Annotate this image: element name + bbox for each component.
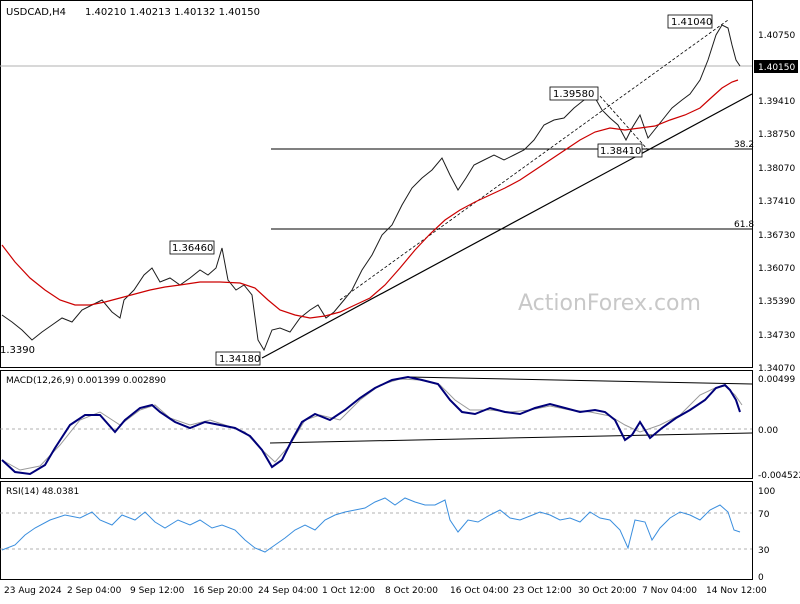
ann-13390: 1.3390 bbox=[0, 345, 35, 356]
ytick-137410: 1.37410 bbox=[758, 197, 795, 207]
macd-signal-line bbox=[1, 378, 743, 471]
xtick-9: 30 Oct 20:00 bbox=[578, 586, 637, 596]
ytick-134070: 1.34070 bbox=[758, 364, 795, 374]
ohlc-label: 1.40210 1.40213 1.40132 1.40150 bbox=[85, 7, 260, 18]
channel-dashed-upper bbox=[339, 19, 729, 301]
macd-ytick-bottom: -0.004522 bbox=[758, 471, 800, 481]
price-yaxis: 1.40750 1.39410 1.38750 1.38070 1.37410 … bbox=[758, 31, 795, 374]
ann-134180: 1.34180 bbox=[219, 354, 260, 365]
rsi-panel-frame bbox=[0, 481, 753, 580]
macd-upper-trendline bbox=[407, 376, 753, 385]
xtick-0: 23 Aug 2024 bbox=[4, 586, 62, 596]
ytick-135390: 1.35390 bbox=[758, 297, 795, 307]
fib-61-label: 61.8 bbox=[734, 220, 754, 230]
xtick-2: 9 Sep 12:00 bbox=[130, 586, 185, 596]
rsi-yaxis: 100 70 30 0 bbox=[758, 487, 775, 583]
ann-box-141040 bbox=[667, 14, 713, 29]
ann-box-136460 bbox=[169, 240, 215, 255]
rsi-ytick-30: 30 bbox=[758, 546, 770, 556]
xtick-3: 16 Sep 20:00 bbox=[193, 586, 253, 596]
fib-38-label: 38.2 bbox=[734, 140, 754, 150]
rsi-ytick-100: 100 bbox=[758, 487, 775, 497]
macd-panel-frame bbox=[0, 370, 753, 479]
ann-box-134180 bbox=[215, 351, 261, 366]
macd-title: MACD(12,26,9) 0.001399 0.002890 bbox=[6, 376, 166, 386]
symbol-label: USDCAD,H4 bbox=[6, 7, 66, 18]
last-price-label: 1.40150 bbox=[758, 63, 795, 73]
xtick-11: 14 Nov 12:00 bbox=[706, 586, 767, 596]
rsi-title: RSI(14) 48.0381 bbox=[6, 487, 79, 497]
macd-yaxis: 0.00499 0.00 -0.004522 bbox=[758, 375, 800, 481]
ytick-140750: 1.40750 bbox=[758, 31, 795, 41]
ytick-138070: 1.38070 bbox=[758, 164, 795, 174]
macd-ytick-top: 0.00499 bbox=[758, 375, 795, 385]
rsi-ytick-0: 0 bbox=[758, 573, 764, 583]
ann-136460: 1.36460 bbox=[172, 243, 213, 254]
ytick-139410: 1.39410 bbox=[758, 97, 795, 107]
rsi-ytick-70: 70 bbox=[758, 510, 770, 520]
channel-dashed-lower bbox=[599, 95, 649, 151]
ytick-136070: 1.36070 bbox=[758, 264, 795, 274]
ytick-136730: 1.36730 bbox=[758, 231, 795, 241]
price-series-line bbox=[1, 24, 741, 352]
ytick-134730: 1.34730 bbox=[758, 331, 795, 341]
xtick-7: 16 Oct 04:00 bbox=[450, 586, 509, 596]
macd-ytick-zero: 0.00 bbox=[758, 426, 778, 436]
macd-line bbox=[1, 375, 741, 476]
price-panel-frame bbox=[0, 0, 753, 368]
xaxis: 23 Aug 2024 2 Sep 04:00 9 Sep 12:00 16 S… bbox=[4, 586, 767, 596]
ann-141040: 1.41040 bbox=[671, 17, 712, 28]
price-uptrend-line bbox=[261, 93, 753, 359]
ann-139580: 1.39580 bbox=[553, 89, 594, 100]
moving-average-line bbox=[1, 79, 739, 319]
ann-138410: 1.38410 bbox=[600, 146, 641, 157]
watermark: ActionForex.com bbox=[518, 291, 701, 316]
ann-box-138410 bbox=[597, 143, 643, 158]
xtick-5: 1 Oct 12:00 bbox=[322, 586, 375, 596]
ytick-138750: 1.38750 bbox=[758, 130, 795, 140]
xtick-6: 8 Oct 20:00 bbox=[385, 586, 438, 596]
xtick-8: 23 Oct 12:00 bbox=[513, 586, 572, 596]
xtick-4: 24 Sep 04:00 bbox=[258, 586, 318, 596]
rsi-line bbox=[1, 497, 741, 553]
xtick-10: 7 Nov 04:00 bbox=[642, 586, 697, 596]
xtick-1: 2 Sep 04:00 bbox=[67, 586, 122, 596]
macd-lower-trendline bbox=[269, 432, 753, 444]
ann-box-139580 bbox=[549, 86, 599, 101]
last-price-box bbox=[754, 60, 798, 73]
